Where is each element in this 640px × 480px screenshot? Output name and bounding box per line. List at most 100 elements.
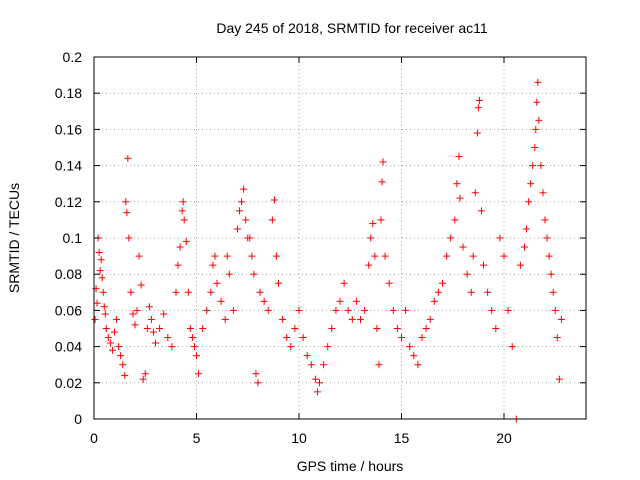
data-point <box>106 339 114 347</box>
data-point <box>234 225 241 233</box>
data-point <box>352 297 360 305</box>
data-point <box>551 306 559 314</box>
data-point <box>398 334 405 342</box>
data-point <box>500 252 508 260</box>
data-point <box>336 297 344 305</box>
data-point <box>389 306 397 314</box>
data-point <box>332 306 340 314</box>
x-tick-labels: 0 5 10 15 20 <box>90 430 512 446</box>
x-tick-label: 5 <box>193 430 201 446</box>
data-point <box>344 306 352 314</box>
data-point <box>143 325 151 332</box>
data-point <box>195 370 203 378</box>
data-point <box>270 196 278 204</box>
data-point <box>184 288 192 296</box>
data-point <box>471 189 479 197</box>
data-point <box>100 303 108 311</box>
y-tick-label: 0.04 <box>55 339 82 355</box>
data-point <box>164 334 172 342</box>
data-point <box>430 297 438 305</box>
data-point <box>250 270 258 278</box>
data-point <box>328 325 336 332</box>
data-point <box>221 315 229 323</box>
data-point <box>534 78 542 86</box>
data-point <box>113 315 121 323</box>
data-point <box>225 270 233 278</box>
data-point <box>443 252 451 260</box>
data-point <box>236 207 244 215</box>
data-point <box>260 297 268 305</box>
x-tick-label: 0 <box>90 430 98 446</box>
data-point <box>174 261 182 269</box>
data-point <box>139 375 147 383</box>
data-point <box>422 325 430 332</box>
x-tick-label: 20 <box>496 430 512 446</box>
data-point <box>410 352 418 360</box>
data-point <box>172 288 180 296</box>
data-point <box>474 104 482 112</box>
data-marks <box>91 78 565 423</box>
data-point <box>209 261 217 269</box>
data-point <box>535 116 543 124</box>
data-point <box>393 325 401 332</box>
data-point <box>533 98 541 106</box>
data-point <box>272 252 280 260</box>
data-point <box>525 198 533 206</box>
data-point <box>190 343 198 351</box>
data-point <box>229 306 237 314</box>
data-point <box>469 252 477 260</box>
data-point <box>418 334 426 342</box>
data-point <box>453 180 461 188</box>
data-point <box>123 209 131 217</box>
data-point <box>455 153 463 161</box>
data-point <box>473 129 481 137</box>
data-point <box>242 216 250 224</box>
data-point <box>434 288 442 296</box>
data-point <box>264 306 272 314</box>
data-point <box>379 158 387 166</box>
data-point <box>324 343 332 351</box>
data-point <box>137 281 145 289</box>
data-point <box>543 234 551 242</box>
data-point <box>97 256 105 264</box>
data-point <box>529 162 537 170</box>
data-point <box>149 328 157 336</box>
data-point <box>248 252 256 260</box>
data-point <box>504 306 512 314</box>
data-point <box>320 361 328 369</box>
data-point <box>303 352 311 360</box>
data-point <box>193 352 200 360</box>
data-point <box>168 343 176 351</box>
data-point <box>121 372 129 380</box>
data-point <box>463 270 471 278</box>
data-point <box>268 216 276 224</box>
data-point <box>311 375 319 383</box>
data-point <box>98 274 106 282</box>
data-point <box>108 346 116 354</box>
data-point <box>152 339 159 347</box>
data-point <box>299 334 307 342</box>
data-point <box>101 310 109 318</box>
data-point <box>99 288 107 296</box>
data-point <box>357 315 364 323</box>
data-point <box>549 288 557 296</box>
data-point <box>246 234 254 242</box>
data-point <box>180 216 188 224</box>
data-point <box>95 248 103 256</box>
data-point <box>553 334 561 342</box>
data-point <box>179 198 187 206</box>
data-point <box>447 234 455 242</box>
data-point <box>340 279 348 287</box>
data-point <box>439 279 446 287</box>
data-point <box>361 306 369 314</box>
data-point <box>252 370 260 378</box>
data-point <box>131 321 139 329</box>
data-point <box>223 252 231 260</box>
data-point <box>402 306 410 314</box>
data-point <box>96 267 104 275</box>
y-tick-label: 0.02 <box>55 375 82 391</box>
data-point <box>377 216 385 224</box>
grid <box>94 57 586 419</box>
data-point <box>188 334 196 342</box>
